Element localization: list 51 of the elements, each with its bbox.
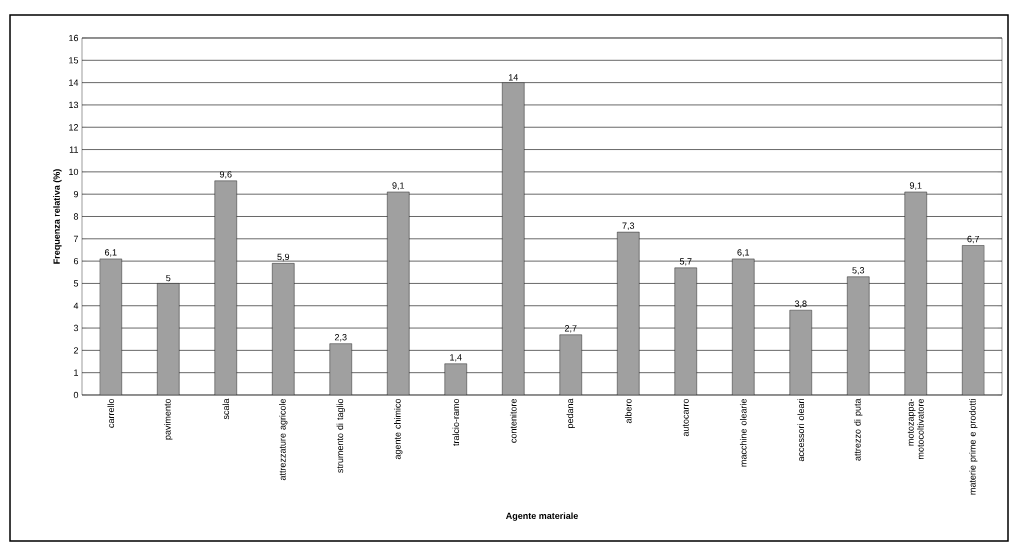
x-tick-label: pavimento bbox=[164, 398, 173, 440]
data-label: 1,4 bbox=[450, 354, 462, 362]
x-tick-label: attrezzo di puta bbox=[854, 398, 863, 461]
x-tick-label: tralcio-ramo bbox=[452, 398, 460, 446]
y-tick-label: 14 bbox=[69, 79, 79, 86]
y-tick-label: 1 bbox=[74, 369, 79, 376]
x-tick-label: contenitore bbox=[509, 398, 517, 443]
data-label: 5,7 bbox=[679, 258, 692, 266]
data-label: 5,3 bbox=[852, 267, 865, 275]
y-tick-label: 7 bbox=[73, 235, 79, 242]
y-tick-label: 13 bbox=[69, 101, 79, 109]
x-tick-label: scala bbox=[222, 398, 230, 420]
y-tick-label: 4 bbox=[73, 302, 79, 309]
y-tick-label: 12 bbox=[69, 124, 79, 131]
x-tick-label: albero bbox=[624, 398, 632, 424]
y-tick-label: 16 bbox=[69, 34, 79, 42]
y-tick-label: 11 bbox=[69, 146, 79, 153]
y-tick-label: 0 bbox=[73, 391, 79, 399]
x-tick-label: strumento di taglio bbox=[336, 398, 345, 473]
y-tick-label: 6 bbox=[73, 257, 79, 265]
data-label: 2,7 bbox=[564, 325, 577, 333]
data-label: 9,1 bbox=[909, 182, 922, 190]
data-label: 7,3 bbox=[622, 222, 635, 230]
y-tick-label: 3 bbox=[73, 324, 79, 332]
y-tick-label: 15 bbox=[69, 57, 79, 64]
y-tick-label: 9 bbox=[73, 190, 79, 198]
x-tick-label: carrello bbox=[107, 398, 115, 428]
x-axis-title: Agente materiale bbox=[505, 512, 578, 521]
y-axis-title: Frequenza relativa (%) bbox=[53, 169, 62, 264]
data-label: 14 bbox=[508, 74, 518, 81]
data-label: 3,8 bbox=[794, 300, 807, 308]
data-label: 9,1 bbox=[392, 182, 405, 190]
data-label: 9,6 bbox=[219, 171, 232, 179]
data-label: 6,1 bbox=[104, 249, 117, 257]
x-tick-label: macchine olearie bbox=[739, 398, 747, 467]
y-tick-label: 10 bbox=[69, 168, 79, 176]
data-label: 2,3 bbox=[334, 334, 347, 342]
x-tick-label: motozappa-motocoltivatore bbox=[907, 398, 924, 459]
y-tick-label: 5 bbox=[73, 280, 79, 287]
x-tick-label: materie prime e prodotti bbox=[969, 399, 978, 495]
data-label: 5,9 bbox=[277, 253, 290, 262]
data-label: 5 bbox=[166, 274, 171, 282]
x-tick-label: accessori oleari bbox=[797, 399, 805, 462]
y-tick-label: 8 bbox=[73, 213, 79, 220]
data-label: 6,1 bbox=[737, 249, 750, 257]
x-tick-label: autocarro bbox=[682, 398, 689, 437]
x-tick-label: pedana bbox=[566, 398, 575, 428]
y-tick-label: 2 bbox=[73, 347, 79, 354]
data-label: 6,7 bbox=[967, 235, 980, 244]
x-tick-label: agente chimico bbox=[394, 398, 403, 460]
x-tick-label: attrezzature agricole bbox=[279, 398, 288, 481]
